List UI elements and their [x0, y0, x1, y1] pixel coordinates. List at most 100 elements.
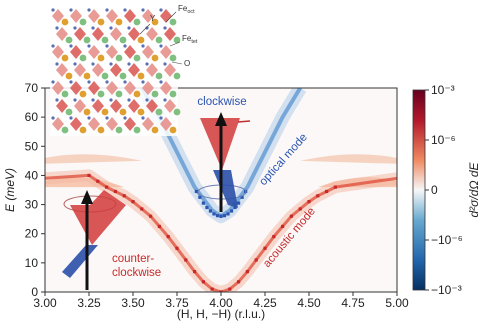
y-atom — [155, 36, 163, 44]
acoustic-data-point — [210, 287, 214, 291]
fe-polyhedron — [74, 63, 86, 77]
o-atom — [163, 26, 167, 30]
optical-mode-points — [194, 189, 248, 218]
colorbar-tick-label: 0 — [431, 183, 438, 197]
acoustic-data-point — [149, 214, 153, 218]
acoustic-data-point — [281, 224, 285, 229]
acoustic-data-point — [175, 246, 179, 250]
o-atom — [73, 26, 77, 30]
y-atom — [61, 18, 69, 26]
acoustic-data-point — [219, 290, 223, 292]
upper-orange-band-left — [45, 154, 142, 164]
o-atom — [159, 44, 163, 48]
fe-polyhedron — [92, 99, 104, 113]
y-atom — [133, 90, 141, 98]
optical-data-point — [240, 195, 244, 199]
o-atom — [51, 44, 55, 48]
o-atom — [91, 98, 95, 102]
acoustic-data-point — [316, 194, 320, 198]
y-tick-label: 10 — [25, 256, 39, 270]
optical-data-point — [194, 189, 198, 194]
crystal-label-y: Y — [150, 14, 156, 23]
o-atom — [163, 98, 167, 102]
o-atom — [123, 80, 127, 84]
acoustic-data-point — [113, 189, 117, 194]
crystal-label-fe-oct: Feoct — [178, 4, 195, 15]
colorbar-tick-label: 10⁻⁶ — [431, 133, 456, 147]
o-atom — [127, 26, 131, 30]
fe-polyhedron — [70, 9, 82, 23]
o-atom — [141, 80, 145, 84]
optical-data-point — [208, 209, 213, 213]
y-tick-label: 70 — [25, 81, 39, 95]
y-atom — [119, 72, 127, 80]
fe-polyhedron — [160, 45, 172, 59]
y-tick-label: 30 — [25, 198, 39, 212]
y-atom — [97, 18, 105, 26]
x-tick-label: 4.50 — [297, 296, 321, 310]
fe-polyhedron — [160, 117, 172, 131]
fe-polyhedron — [56, 99, 68, 113]
y-atom — [61, 126, 69, 134]
y-atom — [97, 54, 105, 62]
fe-polyhedron — [88, 9, 100, 23]
o-atom — [159, 8, 163, 12]
y-atom — [83, 36, 91, 44]
o-atom — [87, 80, 91, 84]
fe-polyhedron — [92, 27, 104, 41]
acoustic-arrow-head — [81, 190, 93, 204]
y-atom — [137, 36, 145, 44]
o-atom — [159, 80, 163, 84]
y-atom — [137, 108, 145, 116]
x-axis-ticks: 3.00 3.25 3.50 3.75 4.00 4.25 4.50 4.75 5.00 — [33, 292, 409, 310]
fe-polyhedron — [106, 81, 118, 95]
o-atom — [141, 44, 145, 48]
o-atom — [141, 8, 145, 12]
fe-polyhedron — [106, 45, 118, 59]
fe-polyhedron — [160, 9, 172, 23]
o-atom — [51, 80, 55, 84]
y-atom — [133, 126, 141, 134]
acoustic-title-line2: clockwise — [112, 267, 161, 279]
o-atom — [105, 8, 109, 12]
fe-polyhedron — [110, 27, 122, 41]
y-atom — [101, 36, 109, 44]
fe-polyhedron — [92, 63, 104, 77]
y-tick-label: 40 — [25, 168, 39, 182]
fe-polyhedron — [88, 81, 100, 95]
y-atom — [97, 126, 105, 134]
y-atom — [151, 90, 159, 98]
fe-polyhedron — [124, 9, 136, 23]
acoustic-data-point — [263, 246, 267, 250]
x-tick-label: 3.00 — [33, 296, 57, 310]
o-atom — [87, 44, 91, 48]
y-axis-ticks: 0 10 20 30 40 50 60 70 — [25, 81, 45, 299]
o-atom — [91, 26, 95, 30]
o-atom — [69, 116, 73, 120]
fe-polyhedron — [110, 63, 122, 77]
fe-polyhedron — [88, 117, 100, 131]
y-atom — [61, 54, 69, 62]
o-atom — [51, 116, 55, 120]
fe-polyhedron — [106, 117, 118, 131]
y-tick-label: 0 — [31, 285, 38, 299]
fe-polyhedron — [52, 9, 64, 23]
acoustic-data-point — [254, 258, 258, 262]
o-atom — [163, 62, 167, 66]
o-atom — [55, 26, 59, 30]
crystal-leader-fe-tet — [169, 41, 181, 47]
y-atom — [83, 108, 91, 116]
fe-polyhedron — [124, 117, 136, 131]
optical-side-arrow — [237, 120, 251, 123]
colorbar-tick-label: 10⁻³ — [431, 83, 455, 97]
x-tick-label: 3.75 — [165, 296, 189, 310]
acoustic-blue-cone — [62, 245, 98, 278]
colorbar-ticks: 10⁻³ 10⁻⁶ 0 −10⁻⁶ −10⁻³ — [425, 83, 463, 297]
o-atom — [55, 62, 59, 66]
y-atom — [65, 72, 73, 80]
o-atom — [87, 8, 91, 12]
optical-data-point — [229, 209, 234, 213]
fe-polyhedron — [164, 27, 176, 41]
fe-polyhedron — [142, 81, 154, 95]
y-atom — [79, 90, 87, 98]
